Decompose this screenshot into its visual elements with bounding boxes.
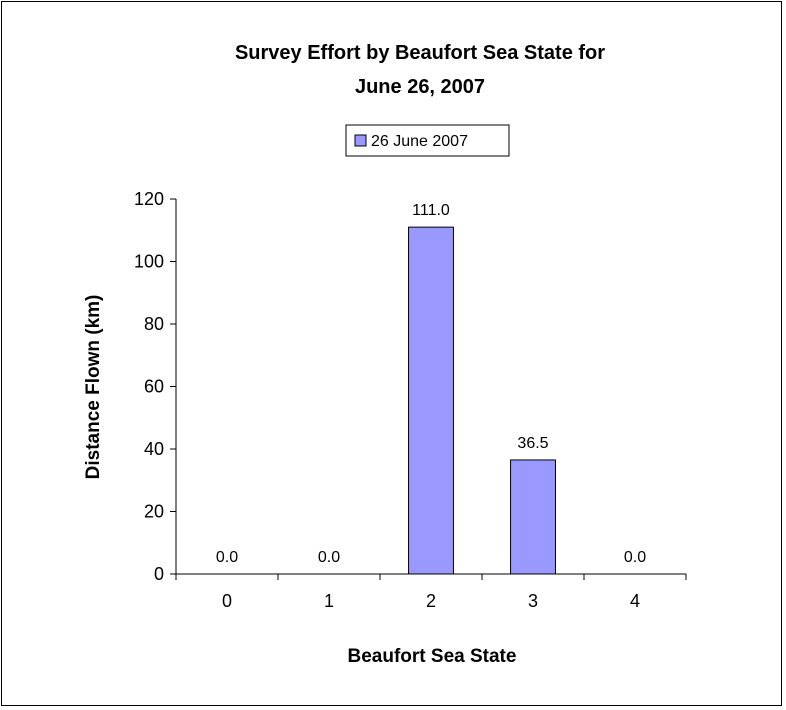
legend-swatch [354, 134, 367, 147]
x-tick-label: 4 [630, 591, 640, 611]
chart-title-line-2: June 26, 2007 [355, 76, 485, 98]
y-axis-title: Distance Flown (km) [83, 295, 104, 480]
x-tick-label: 1 [324, 591, 334, 611]
y-tick-label: 20 [144, 502, 164, 522]
y-tick-label: 80 [144, 314, 164, 334]
x-axis: 0 1 2 3 4 [175, 573, 687, 611]
y-axis: 0 20 40 60 80 100 120 [134, 189, 177, 584]
data-label: 0.0 [624, 549, 646, 566]
chart-title-line-1: Survey Effort by Beaufort Sea State for [235, 42, 605, 64]
legend: 26 June 2007 [345, 124, 510, 157]
legend-box [345, 124, 510, 157]
data-label: 0.0 [318, 549, 340, 566]
x-axis-title: Beaufort Sea State [348, 646, 517, 667]
legend-label: 26 June 2007 [371, 133, 468, 150]
x-tick-label: 2 [426, 591, 436, 611]
bar [510, 459, 556, 575]
y-tick-label: 120 [134, 189, 164, 209]
data-label: 0.0 [216, 549, 238, 566]
y-tick-label: 60 [144, 377, 164, 397]
data-label: 111.0 [412, 202, 450, 219]
data-labels: 0.0 0.0 111.0 36.5 0.0 [216, 202, 646, 566]
bar [408, 226, 454, 575]
y-tick-label: 0 [154, 564, 164, 584]
bars [408, 226, 556, 575]
x-tick-label: 0 [222, 591, 232, 611]
y-tick-label: 100 [134, 252, 164, 272]
x-tick-label: 3 [528, 591, 538, 611]
y-tick-label: 40 [144, 439, 164, 459]
data-label: 36.5 [517, 435, 548, 452]
